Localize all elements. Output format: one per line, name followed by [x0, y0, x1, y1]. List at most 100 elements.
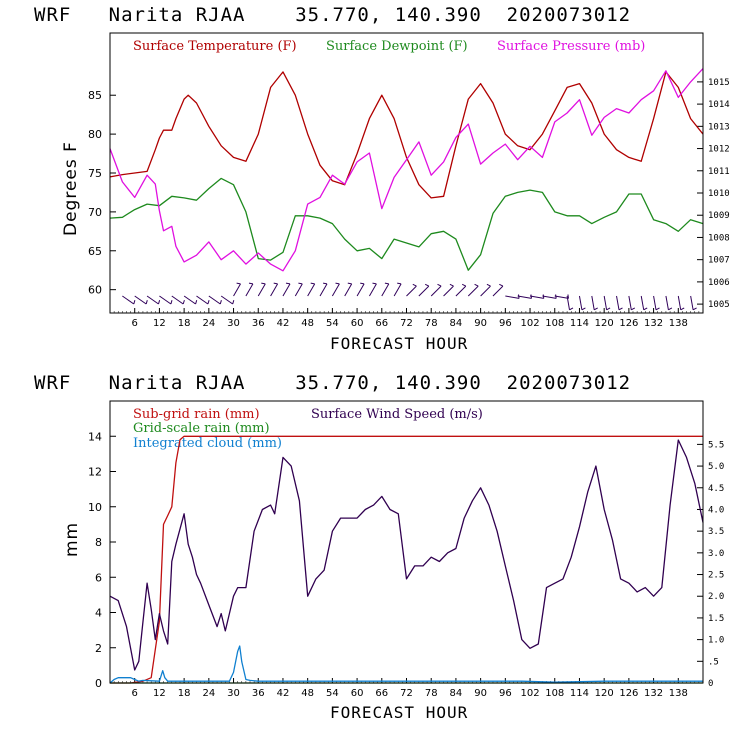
wind-barb: [270, 283, 279, 297]
y-tick-label: 80: [88, 128, 102, 141]
wind-barb-flag: [606, 307, 611, 311]
bottom-chart-title: WRF Narita RJAA 35.770, 140.390 20200730…: [34, 372, 631, 394]
wind-barb: [122, 295, 135, 305]
x-tick-label: 18: [178, 318, 191, 329]
wind-barb-flag: [298, 282, 303, 285]
x-tick-label: 48: [301, 688, 314, 699]
wind-barb-flag: [236, 282, 241, 285]
x-tick-label: 24: [202, 688, 215, 699]
x-tick-label: 48: [301, 318, 314, 329]
wind-barb-flag: [461, 283, 467, 287]
wind-barb: [171, 295, 184, 305]
wind-barb-flag: [692, 307, 697, 311]
x-tick-label: 42: [277, 688, 290, 699]
wind-barb: [233, 283, 241, 297]
wind-barb: [381, 283, 390, 297]
x-tick-label: 66: [375, 688, 388, 699]
y2-tick-label: 1014: [708, 100, 730, 110]
wind-barb-flag: [424, 283, 430, 287]
wind-barb-flag: [593, 307, 598, 311]
x-tick-label: 6: [132, 688, 138, 699]
wind-barb-flag: [581, 307, 586, 311]
wind-barb-flag: [133, 300, 136, 305]
top-y-axis-label: Degrees F: [61, 141, 81, 236]
x-tick-label: 54: [326, 318, 339, 329]
wind-barb-flag: [384, 282, 389, 285]
y-tick-label: 10: [88, 501, 102, 514]
wind-barb: [134, 295, 147, 305]
wind-barb: [257, 283, 266, 297]
wind-barb-flag: [449, 283, 454, 287]
x-tick-label: 84: [450, 688, 463, 699]
x-tick-label: 12: [153, 688, 166, 699]
top-plot-frame: [109, 32, 704, 314]
y2-tick-label: 1013: [708, 122, 730, 132]
wind-barb: [455, 285, 467, 297]
x-tick-label: 54: [326, 688, 339, 699]
y-tick-label: 6: [95, 571, 102, 584]
wind-barb-flag: [680, 307, 685, 311]
y2-tick-label: 1005: [708, 300, 730, 310]
x-tick-label: 78: [425, 318, 438, 329]
wind-barb: [208, 295, 221, 305]
y-tick-label: 75: [88, 167, 102, 180]
y-tick-label: 4: [95, 607, 102, 620]
wind-barb: [282, 283, 291, 297]
wind-barb: [665, 295, 669, 310]
wind-barb: [467, 285, 479, 297]
wind-barb: [443, 285, 454, 297]
wind-barb-flag: [655, 307, 660, 311]
y2-tick-label: 1012: [708, 145, 730, 155]
wind-barb-flag: [273, 282, 278, 285]
bottom-x-axis-label: FORECAST HOUR: [330, 703, 468, 722]
y-tick-label: 60: [88, 284, 102, 297]
wind-barb-flag: [643, 307, 648, 311]
y-tick-label: 8: [95, 536, 102, 549]
wind-barb: [430, 285, 442, 297]
bottom-axes: 6 12 18 24 30 36 42 48 54 60 66 72 78 84 90 96 102 108 114…: [88, 430, 724, 699]
wind-barb: [505, 295, 520, 299]
x-tick-label: 102: [520, 688, 539, 699]
wind-barb: [393, 283, 402, 297]
x-tick-label: 30: [227, 318, 240, 329]
wind-barb-flag: [360, 282, 365, 285]
wind-barb: [245, 283, 254, 297]
x-tick-label: 36: [252, 688, 265, 699]
top-legend: Surface Temperature (F) Surface Dewpoint…: [133, 39, 645, 54]
x-tick-label: 132: [644, 688, 663, 699]
y-tick-label: 85: [88, 89, 102, 102]
wind-barb: [307, 283, 316, 297]
y2-tick-label: 1009: [708, 211, 730, 221]
wind-barb: [406, 285, 417, 297]
y2-tick-label: 1011: [708, 167, 730, 177]
x-tick-label: 42: [277, 318, 290, 329]
y2-tick-label: 1.0: [708, 636, 724, 646]
x-tick-label: 72: [400, 688, 413, 699]
y2-tick-label: 1.5: [708, 614, 724, 624]
y-tick-label: 14: [88, 430, 102, 443]
series-line-surface-dewpoint-f: [109, 177, 704, 271]
wind-barb-flag: [219, 300, 222, 305]
wind-barb-flag: [569, 307, 574, 311]
x-tick-label: 96: [499, 688, 512, 699]
wind-barb: [319, 283, 328, 297]
wind-barb: [603, 295, 608, 310]
x-tick-label: 114: [570, 688, 589, 699]
legend-surface-pressure: Surface Pressure (mb): [497, 39, 645, 54]
wind-barb: [517, 295, 532, 299]
wind-barb-flag: [437, 283, 442, 287]
top-chart-title: WRF Narita RJAA 35.770, 140.390 20200730…: [34, 4, 631, 26]
wind-barb-flag: [285, 282, 291, 285]
wind-barb-flag: [261, 282, 266, 285]
legend-surface-wind-speed: Surface Wind Speed (m/s): [311, 407, 483, 422]
y2-tick-label: 3.0: [708, 549, 724, 559]
wind-barb: [480, 285, 491, 297]
y2-tick-label: 2.5: [708, 571, 724, 581]
wind-barb-flag: [412, 283, 417, 287]
bottom-y-axis-label: mm: [62, 522, 82, 557]
x-tick-label: 120: [595, 688, 614, 699]
wind-barb: [183, 295, 196, 305]
x-tick-label: 84: [450, 318, 463, 329]
wind-barb-flag: [145, 300, 148, 305]
